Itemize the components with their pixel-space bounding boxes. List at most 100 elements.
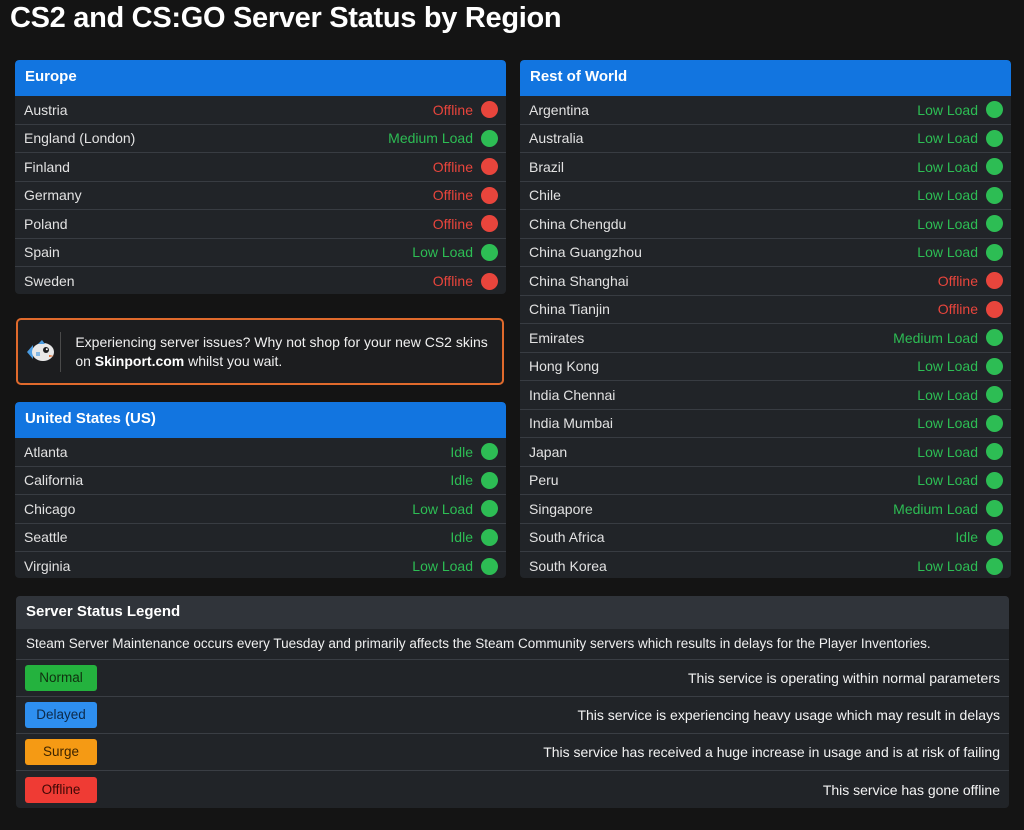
promo-text-before: Experiencing server issues? Why not shop… xyxy=(75,333,488,369)
server-status: Idle xyxy=(955,528,1003,546)
server-row: Poland Offline xyxy=(15,210,506,239)
server-status-text: Low Load xyxy=(412,500,473,517)
server-region-name: Spain xyxy=(24,244,60,261)
server-status: Low Load xyxy=(917,557,1003,575)
server-status: Medium Load xyxy=(893,329,1003,347)
server-status-text: Low Load xyxy=(412,244,473,261)
server-status: Low Load xyxy=(917,215,1003,233)
server-status-text: Offline xyxy=(432,273,473,290)
server-region-name: Austria xyxy=(24,101,68,118)
status-dot-icon xyxy=(986,500,1003,518)
status-dot-icon xyxy=(986,386,1003,404)
server-row: Sweden Offline xyxy=(15,267,506,294)
server-status-text: Idle xyxy=(450,472,473,489)
server-region-name: China Shanghai xyxy=(529,272,629,289)
server-status: Low Load xyxy=(917,471,1003,489)
server-row: England (London) Medium Load xyxy=(15,125,506,153)
server-row: India Mumbai Low Load xyxy=(520,410,1011,438)
status-dot-icon xyxy=(986,414,1003,432)
legend-description: This service is experiencing heavy usage… xyxy=(577,707,1000,723)
server-row: Hong Kong Low Load xyxy=(520,353,1011,381)
server-region-name: Brazil xyxy=(529,158,565,175)
status-dot-icon xyxy=(986,101,1003,119)
rest-of-world-panel: Rest of World Argentina Low Load Australia… xyxy=(520,60,1011,578)
page-title: CS2 and CS:GO Server Status by Region xyxy=(10,2,562,34)
server-status-text: Idle xyxy=(450,529,473,546)
server-row: Emirates Medium Load xyxy=(520,324,1011,353)
server-row: China Tianjin Offline xyxy=(520,296,1011,324)
server-status-text: Low Load xyxy=(917,244,978,261)
server-status: Offline xyxy=(938,300,1003,318)
server-status-text: Offline xyxy=(937,272,978,289)
server-status-text: Low Load xyxy=(917,358,978,375)
server-region-name: India Chennai xyxy=(529,386,616,403)
server-status-text: Low Load xyxy=(917,558,978,575)
server-region-name: Peru xyxy=(529,472,559,489)
server-row: China Chengdu Low Load xyxy=(520,210,1011,239)
server-status: Offline xyxy=(433,101,498,119)
server-status: Low Load xyxy=(917,243,1003,261)
server-status: Low Load xyxy=(917,101,1003,119)
server-status: Low Load xyxy=(412,557,498,575)
server-status-text: Medium Load xyxy=(388,130,473,147)
server-row: Argentina Low Load xyxy=(520,96,1011,125)
server-region-name: Seattle xyxy=(24,529,68,546)
skinport-promo-banner[interactable]: Experiencing server issues? Why not shop… xyxy=(16,318,504,385)
legend-row: Offline This service has gone offline xyxy=(16,771,1009,808)
server-row: Chicago Low Load xyxy=(15,495,506,524)
rest-of-world-server-list: Argentina Low Load Australia Low Load Brazil… xyxy=(520,96,1011,578)
status-dot-icon xyxy=(481,272,498,290)
server-status: Medium Load xyxy=(388,129,498,147)
server-status-text: Offline xyxy=(432,187,473,204)
legend-row: Surge This service has received a huge in… xyxy=(16,734,1009,771)
server-row: South Africa Idle xyxy=(520,524,1011,552)
europe-panel-title: Europe xyxy=(15,60,506,96)
server-status: Idle xyxy=(450,471,498,489)
server-row: China Shanghai Offline xyxy=(520,267,1011,296)
status-dot-icon xyxy=(481,186,498,204)
server-status: Low Load xyxy=(412,500,498,518)
legend-description: This service has received a huge increas… xyxy=(543,744,1000,760)
status-dot-icon xyxy=(986,215,1003,233)
server-region-name: Chile xyxy=(529,187,561,204)
server-status-text: Low Load xyxy=(917,472,978,489)
status-dot-icon xyxy=(481,243,498,261)
status-dot-icon xyxy=(986,272,1003,290)
server-row: Brazil Low Load xyxy=(520,153,1011,182)
server-status-text: Low Load xyxy=(412,558,473,575)
server-status: Low Load xyxy=(917,414,1003,432)
legend-row: Normal This service is operating within n… xyxy=(16,660,1009,697)
server-region-name: China Guangzhou xyxy=(529,244,642,261)
status-dot-icon xyxy=(481,158,498,176)
server-row: Singapore Medium Load xyxy=(520,495,1011,524)
legend-badge-surge: Surge xyxy=(25,739,97,765)
status-dot-icon xyxy=(986,329,1003,347)
server-region-name: Argentina xyxy=(529,101,589,118)
server-status-text: Low Load xyxy=(917,130,978,147)
server-status: Idle xyxy=(450,528,498,546)
server-status-text: Low Load xyxy=(917,415,978,432)
server-row: Austria Offline xyxy=(15,96,506,125)
rest-of-world-panel-title: Rest of World xyxy=(520,60,1011,96)
server-row: California Idle xyxy=(15,467,506,495)
server-row: Germany Offline xyxy=(15,182,506,210)
server-region-name: Virginia xyxy=(24,558,71,575)
server-region-name: Finland xyxy=(24,158,70,175)
europe-server-list: Austria Offline England (London) Medium Loa… xyxy=(15,96,506,294)
server-region-name: Japan xyxy=(529,443,568,460)
server-status: Offline xyxy=(432,186,498,204)
server-status: Low Load xyxy=(917,186,1003,204)
server-status-text: Idle xyxy=(955,529,978,546)
server-row: Chile Low Load xyxy=(520,182,1011,210)
us-panel: United States (US) Atlanta Idle California… xyxy=(15,402,506,578)
server-row: Atlanta Idle xyxy=(15,438,506,467)
status-dot-icon xyxy=(481,557,498,575)
skinport-link[interactable]: Skinport.com xyxy=(94,352,185,369)
server-row: China Guangzhou Low Load xyxy=(520,239,1011,267)
status-dot-icon xyxy=(481,500,498,518)
legend-badge-delayed: Delayed xyxy=(25,702,97,728)
status-dot-icon xyxy=(986,471,1003,489)
status-dot-icon xyxy=(481,528,498,546)
status-dot-icon xyxy=(986,158,1003,176)
server-status: Offline xyxy=(937,272,1003,290)
